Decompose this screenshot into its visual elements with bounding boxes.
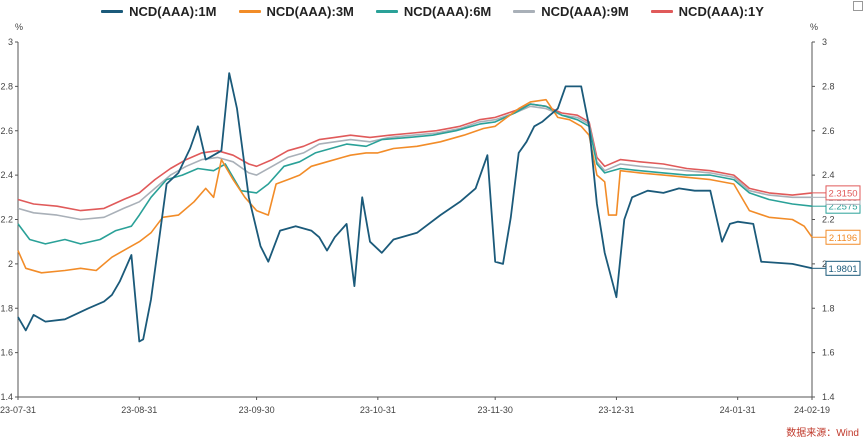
end-label-value: 2.2575: [828, 202, 857, 213]
y-unit-left: %: [15, 22, 23, 32]
legend-label: NCD(AAA):1M: [129, 3, 217, 19]
legend-swatch: [238, 9, 261, 13]
x-tick-label: 23-07-31: [0, 405, 36, 415]
y-tick-label-left: 1.6: [0, 348, 13, 358]
legend-swatch: [513, 9, 536, 13]
y-tick-label-left: 2.2: [0, 215, 13, 225]
y-tick-label-left: 2.8: [0, 81, 13, 91]
y-tick-label-left: 2.6: [0, 126, 13, 136]
legend: NCD(AAA):1M NCD(AAA):3M NCD(AAA):6M NCD(…: [0, 1, 865, 21]
legend-label: NCD(AAA):9M: [541, 3, 629, 19]
end-label-value: 1.9801: [828, 264, 857, 275]
x-tick-label: 24-02-19: [794, 405, 830, 415]
y-tick-label-right: 1.6: [822, 348, 835, 358]
y-tick-label-right: 1.8: [822, 303, 835, 313]
y-tick-label-left: 2: [8, 259, 13, 269]
end-label-value: 2.1196: [829, 233, 857, 244]
y-tick-label-right: 3: [822, 37, 827, 47]
legend-swatch: [650, 9, 673, 13]
x-tick-label: 23-11-30: [478, 405, 513, 415]
legend-swatch: [375, 9, 398, 13]
y-tick-label-left: 1.8: [0, 303, 13, 313]
y-tick-label-left: 2.4: [0, 170, 13, 180]
corner-resize-icon[interactable]: [853, 1, 863, 11]
y-tick-label-right: 2.6: [822, 126, 835, 136]
y-tick-label-right: 1.4: [822, 392, 835, 402]
legend-item-ncd-3m[interactable]: NCD(AAA):3M: [238, 3, 354, 19]
series-line-ncd-aaa-3m: [17, 98, 813, 274]
end-label-box: [825, 185, 861, 201]
series-line-ncd-aaa-1m: [17, 72, 813, 343]
legend-item-ncd-6m[interactable]: NCD(AAA):6M: [375, 3, 492, 19]
x-tick-label: 23-09-30: [239, 405, 275, 415]
end-label-value: 2.3150: [828, 188, 857, 199]
y-tick-label-right: 2: [822, 259, 827, 269]
y-unit-right: %: [810, 22, 818, 32]
x-tick-label: 23-10-31: [360, 405, 396, 415]
x-tick-label: 23-12-31: [598, 405, 634, 415]
legend-label: NCD(AAA):1Y: [678, 3, 764, 19]
legend-item-ncd-1y[interactable]: NCD(AAA):1Y: [650, 3, 764, 19]
y-tick-label-right: 2.8: [822, 81, 835, 91]
end-label-box: [825, 229, 861, 245]
y-tick-label-right: 2.4: [822, 170, 835, 180]
legend-item-ncd-9m[interactable]: NCD(AAA):9M: [513, 3, 629, 19]
x-tick-label: 23-08-31: [121, 405, 157, 415]
legend-item-ncd-1m[interactable]: NCD(AAA):1M: [101, 3, 217, 19]
end-label-box: [825, 260, 861, 276]
x-tick-label: 24-01-31: [720, 405, 756, 415]
end-label-ncd-aaa-1y: 2.3150: [812, 185, 861, 201]
y-tick-label-left: 3: [8, 37, 13, 47]
end-label-ncd-aaa-1m: 1.9801: [812, 260, 861, 276]
series-line-ncd-aaa-6m: [17, 103, 813, 245]
end-label-ncd-aaa-3m: 2.1196: [812, 229, 861, 245]
legend-label: NCD(AAA):6M: [403, 3, 492, 19]
legend-label: NCD(AAA):3M: [266, 3, 354, 19]
series-line-ncd-aaa-9m: [17, 105, 812, 221]
y-tick-label-left: 1.4: [0, 392, 13, 402]
series-line-ncd-aaa-1y: [17, 103, 813, 212]
legend-swatch: [101, 9, 124, 13]
source-note: 数据来源：Wind: [786, 428, 859, 439]
y-tick-label-right: 2.2: [822, 215, 835, 225]
